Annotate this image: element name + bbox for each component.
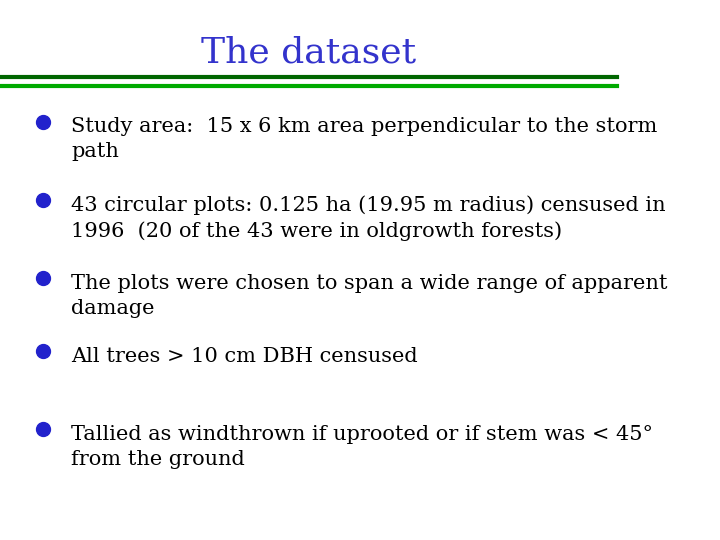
Text: Tallied as windthrown if uprooted or if stem was < 45°
from the ground: Tallied as windthrown if uprooted or if … <box>71 425 653 469</box>
Text: The plots were chosen to span a wide range of apparent
damage: The plots were chosen to span a wide ran… <box>71 274 667 318</box>
Text: All trees > 10 cm DBH censused: All trees > 10 cm DBH censused <box>71 347 418 366</box>
Text: Study area:  15 x 6 km area perpendicular to the storm
path: Study area: 15 x 6 km area perpendicular… <box>71 117 657 161</box>
Text: The dataset: The dataset <box>201 35 416 69</box>
Text: 43 circular plots: 0.125 ha (19.95 m radius) censused in
1996  (20 of the 43 wer: 43 circular plots: 0.125 ha (19.95 m rad… <box>71 195 665 241</box>
